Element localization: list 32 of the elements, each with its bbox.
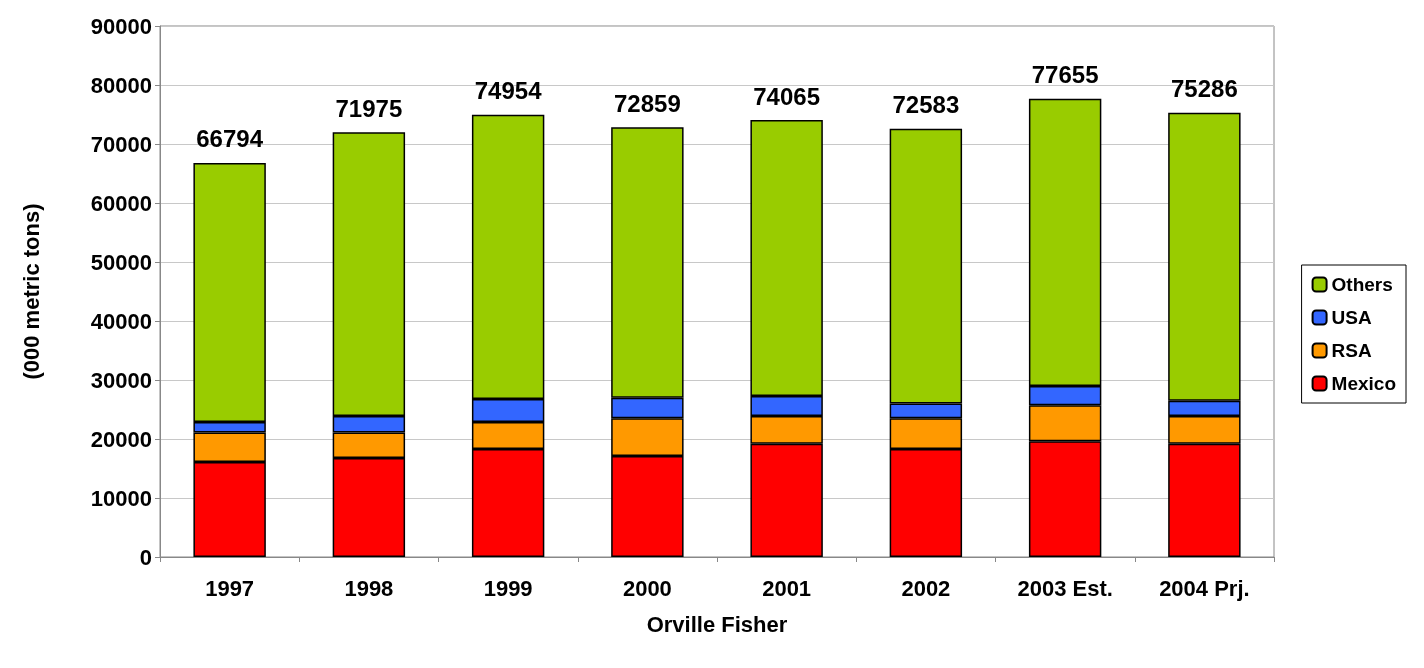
y-axis-title: (000 metric tons)	[18, 203, 44, 380]
y-tick-label: 50000	[90, 249, 152, 275]
total-label: 71975	[335, 94, 403, 122]
total-label: 66794	[196, 125, 264, 153]
x-tick-label: 2004 Prj.	[1159, 575, 1250, 601]
x-tick-label: 1997	[205, 575, 255, 601]
total-label: 74954	[474, 77, 543, 105]
total-label: 75286	[1171, 75, 1238, 103]
x-tick-label: 1998	[344, 575, 394, 601]
total-label: 74065	[753, 82, 820, 110]
legend-label: USA	[1331, 307, 1372, 328]
x-tick-label: 2002	[901, 575, 951, 601]
y-tick-label: 20000	[90, 426, 152, 452]
total-label: 72859	[614, 89, 681, 117]
legend-label: Mexico	[1331, 373, 1397, 394]
total-label: 77655	[1031, 61, 1099, 89]
x-tick-label: 2003 Est.	[1017, 575, 1113, 601]
y-tick-label: 60000	[90, 190, 152, 216]
y-tick-label: 40000	[90, 308, 152, 334]
x-axis-title: Orville Fisher	[646, 611, 788, 637]
x-tick-label: 2000	[622, 575, 672, 601]
y-tick-label: 10000	[90, 485, 152, 511]
y-tick-label: 30000	[90, 367, 152, 393]
total-label: 72583	[892, 91, 960, 119]
legend-label: RSA	[1331, 340, 1372, 361]
y-tick-label: 90000	[90, 13, 152, 39]
y-tick-label: 80000	[90, 72, 152, 98]
y-tick-label: 70000	[90, 131, 152, 157]
legend-label: Others	[1331, 274, 1393, 295]
x-tick-label: 1999	[483, 575, 533, 601]
y-tick-label: 0	[139, 544, 152, 570]
x-tick-label: 2001	[762, 575, 812, 601]
